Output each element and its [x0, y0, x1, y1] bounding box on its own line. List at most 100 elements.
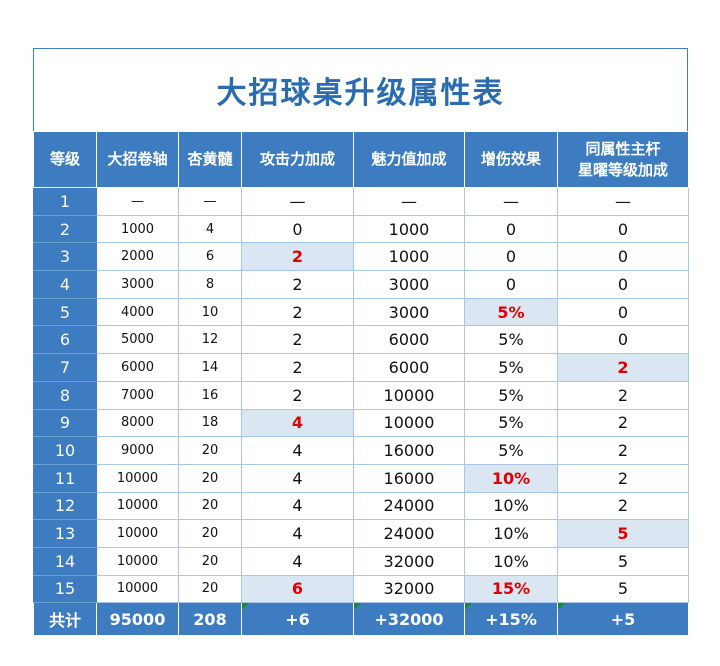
header-star[interactable]: 同属性主杆 星曜等级加成 [557, 131, 689, 188]
cell-charm[interactable]: 1000 [353, 214, 465, 244]
total-attack[interactable]: +6 [241, 602, 354, 637]
cell-level[interactable]: 15 [33, 574, 97, 604]
cell-apricot[interactable]: 4 [178, 214, 242, 244]
header-apricot[interactable]: 杏黄髓 [178, 131, 242, 188]
cell-level[interactable]: 6 [33, 325, 97, 355]
cell-apricot[interactable]: — [178, 187, 242, 216]
cell-charm[interactable]: 16000 [353, 436, 465, 465]
cell-attack[interactable]: 4 [241, 519, 354, 548]
cell-charm[interactable]: 10000 [353, 380, 465, 410]
cell-level[interactable]: 5 [33, 297, 97, 327]
cell-star[interactable]: 2 [557, 463, 689, 493]
cell-apricot[interactable]: 12 [178, 325, 242, 355]
cell-charm[interactable]: 32000 [353, 546, 465, 576]
cell-star[interactable]: 5 [557, 546, 689, 576]
comment-marker-icon[interactable] [465, 603, 472, 611]
cell-attack[interactable]: 4 [241, 491, 354, 521]
cell-scroll[interactable]: 1000 [96, 214, 179, 244]
cell-charm[interactable]: 6000 [353, 325, 465, 355]
cell-star[interactable]: — [557, 187, 689, 216]
cell-level[interactable]: 4 [33, 270, 97, 299]
cell-scroll[interactable]: 10000 [96, 546, 179, 576]
cell-star[interactable]: 0 [557, 270, 689, 299]
cell-scroll[interactable]: 10000 [96, 463, 179, 493]
cell-charm[interactable]: 24000 [353, 491, 465, 521]
cell-damage[interactable]: 5% [464, 325, 558, 355]
cell-apricot[interactable]: 8 [178, 270, 242, 299]
cell-damage[interactable]: 10% [464, 491, 558, 521]
cell-damage[interactable]: 5% [464, 353, 558, 382]
cell-level[interactable]: 14 [33, 546, 97, 576]
cell-attack[interactable]: 0 [241, 214, 354, 244]
cell-scroll[interactable]: 2000 [96, 242, 179, 272]
comment-marker-icon[interactable] [242, 603, 249, 611]
header-charm[interactable]: 魅力值加成 [353, 131, 465, 188]
cell-damage[interactable]: 15% [464, 574, 558, 604]
cell-level[interactable]: 7 [33, 353, 97, 382]
cell-attack[interactable]: 2 [241, 353, 354, 382]
cell-damage[interactable]: 0 [464, 214, 558, 244]
cell-level[interactable]: 8 [33, 380, 97, 410]
cell-star[interactable]: 0 [557, 214, 689, 244]
comment-marker-icon[interactable] [354, 603, 361, 611]
cell-attack[interactable]: 4 [241, 408, 354, 438]
cell-charm[interactable]: 24000 [353, 519, 465, 548]
cell-attack[interactable]: 4 [241, 546, 354, 576]
total-star[interactable]: +5 [557, 602, 689, 637]
cell-scroll[interactable]: 6000 [96, 353, 179, 382]
cell-charm[interactable]: 3000 [353, 270, 465, 299]
cell-damage[interactable]: 0 [464, 270, 558, 299]
cell-charm[interactable]: 6000 [353, 353, 465, 382]
cell-level[interactable]: 2 [33, 214, 97, 244]
cell-level[interactable]: 9 [33, 408, 97, 438]
cell-damage[interactable]: 10% [464, 519, 558, 548]
cell-charm[interactable]: 1000 [353, 242, 465, 272]
cell-attack[interactable]: 2 [241, 380, 354, 410]
header-damage[interactable]: 增伤效果 [464, 131, 558, 188]
cell-damage[interactable]: 5% [464, 436, 558, 465]
cell-level[interactable]: 10 [33, 436, 97, 465]
cell-attack[interactable]: 2 [241, 297, 354, 327]
cell-scroll[interactable]: 10000 [96, 574, 179, 604]
cell-attack[interactable]: 4 [241, 436, 354, 465]
cell-charm[interactable]: 16000 [353, 463, 465, 493]
cell-attack[interactable]: — [241, 187, 354, 216]
cell-damage[interactable]: 5% [464, 297, 558, 327]
cell-star[interactable]: 0 [557, 297, 689, 327]
cell-star[interactable]: 0 [557, 325, 689, 355]
cell-scroll[interactable]: 10000 [96, 519, 179, 548]
cell-level[interactable]: 1 [33, 187, 97, 216]
header-attack[interactable]: 攻击力加成 [241, 131, 354, 188]
cell-apricot[interactable]: 14 [178, 353, 242, 382]
cell-scroll[interactable]: 7000 [96, 380, 179, 410]
cell-apricot[interactable]: 18 [178, 408, 242, 438]
cell-apricot[interactable]: 20 [178, 546, 242, 576]
cell-damage[interactable]: 5% [464, 408, 558, 438]
cell-damage[interactable]: 5% [464, 380, 558, 410]
cell-star[interactable]: 5 [557, 519, 689, 548]
cell-apricot[interactable]: 6 [178, 242, 242, 272]
cell-attack[interactable]: 2 [241, 270, 354, 299]
cell-charm[interactable]: 32000 [353, 574, 465, 604]
cell-charm[interactable]: 3000 [353, 297, 465, 327]
cell-star[interactable]: 5 [557, 574, 689, 604]
cell-apricot[interactable]: 20 [178, 436, 242, 465]
cell-damage[interactable]: 10% [464, 546, 558, 576]
cell-star[interactable]: 2 [557, 380, 689, 410]
header-level[interactable]: 等级 [33, 131, 97, 188]
total-charm[interactable]: +32000 [353, 602, 465, 637]
total-label[interactable]: 共计 [33, 602, 97, 637]
cell-level[interactable]: 11 [33, 463, 97, 493]
total-damage[interactable]: +15% [464, 602, 558, 637]
cell-apricot[interactable]: 20 [178, 574, 242, 604]
cell-attack[interactable]: 4 [241, 463, 354, 493]
cell-star[interactable]: 2 [557, 436, 689, 465]
cell-damage[interactable]: 10% [464, 463, 558, 493]
cell-charm[interactable]: — [353, 187, 465, 216]
cell-charm[interactable]: 10000 [353, 408, 465, 438]
cell-attack[interactable]: 2 [241, 242, 354, 272]
cell-apricot[interactable]: 20 [178, 463, 242, 493]
cell-scroll[interactable]: 4000 [96, 297, 179, 327]
cell-scroll[interactable]: — [96, 187, 179, 216]
cell-apricot[interactable]: 20 [178, 519, 242, 548]
